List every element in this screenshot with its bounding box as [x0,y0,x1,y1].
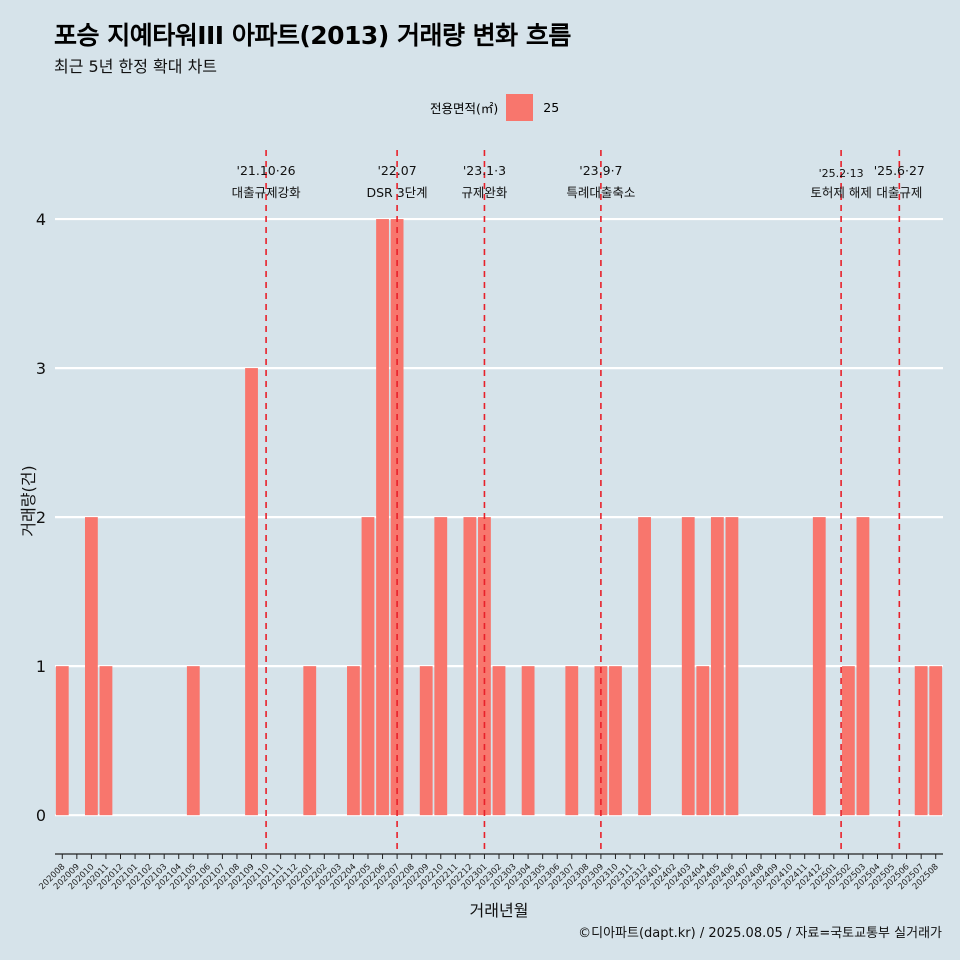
legend-swatch [506,94,534,121]
bar [638,517,651,816]
bar [376,219,389,816]
event-date-label: '22.07 [377,163,416,178]
event-label: 토허제 해제 [810,185,871,200]
bar [492,666,506,816]
bar [434,517,448,816]
bar [914,666,928,816]
bar [594,666,608,816]
y-axis-title: 거래량(건) [19,465,38,536]
event-label: 특례대출축소 [566,185,635,200]
bar [419,666,433,816]
bar [710,517,724,816]
event-label: 대출규제강화 [232,185,302,200]
bar [812,517,826,816]
source-caption: ©디아파트(dapt.kr) / 2025.08.05 / 자료=국토교통부 실… [578,926,942,941]
bar [725,517,739,816]
bar [99,666,113,816]
y-tick-label: 4 [36,210,46,229]
bar [186,666,200,816]
bar [856,517,870,816]
bar [521,666,535,816]
bar [303,666,317,816]
event-label: 대출규제 [876,185,922,200]
event-label: DSR 3단계 [367,185,428,200]
event-date-label: '23.9·7 [579,163,622,178]
chart-subtitle: 최근 5년 한정 확대 차트 [54,57,218,76]
bar [55,666,69,816]
y-tick-label: 0 [36,806,46,825]
chart-title: 포승 지예타워III 아파트(2013) 거래량 변화 흐름 [54,21,571,50]
bar [565,666,579,816]
event-date-label: '21.10·26 [237,163,296,178]
bar [478,517,491,816]
bar [84,517,98,816]
legend-entry-label: 25 [543,100,560,115]
bar [245,368,258,816]
bar [463,517,477,816]
event-date-label: '25.2·13 [819,167,864,180]
legend: 전용면적(㎡) 25 [430,94,559,121]
event-label: 규제완화 [461,185,508,200]
event-date-label: '25.6·27 [874,163,925,178]
bar [696,666,710,816]
legend-title: 전용면적(㎡) [430,101,499,116]
bar [681,517,695,816]
bar [347,666,360,816]
x-axis-title: 거래년월 [470,901,529,920]
bar [361,517,375,816]
event-date-label: '23.1·3 [463,163,506,178]
bar [841,666,855,816]
bar [609,666,622,816]
bar [929,666,943,816]
y-tick-label: 1 [36,657,46,676]
y-tick-label: 2 [36,508,46,527]
y-tick-label: 3 [36,359,46,378]
